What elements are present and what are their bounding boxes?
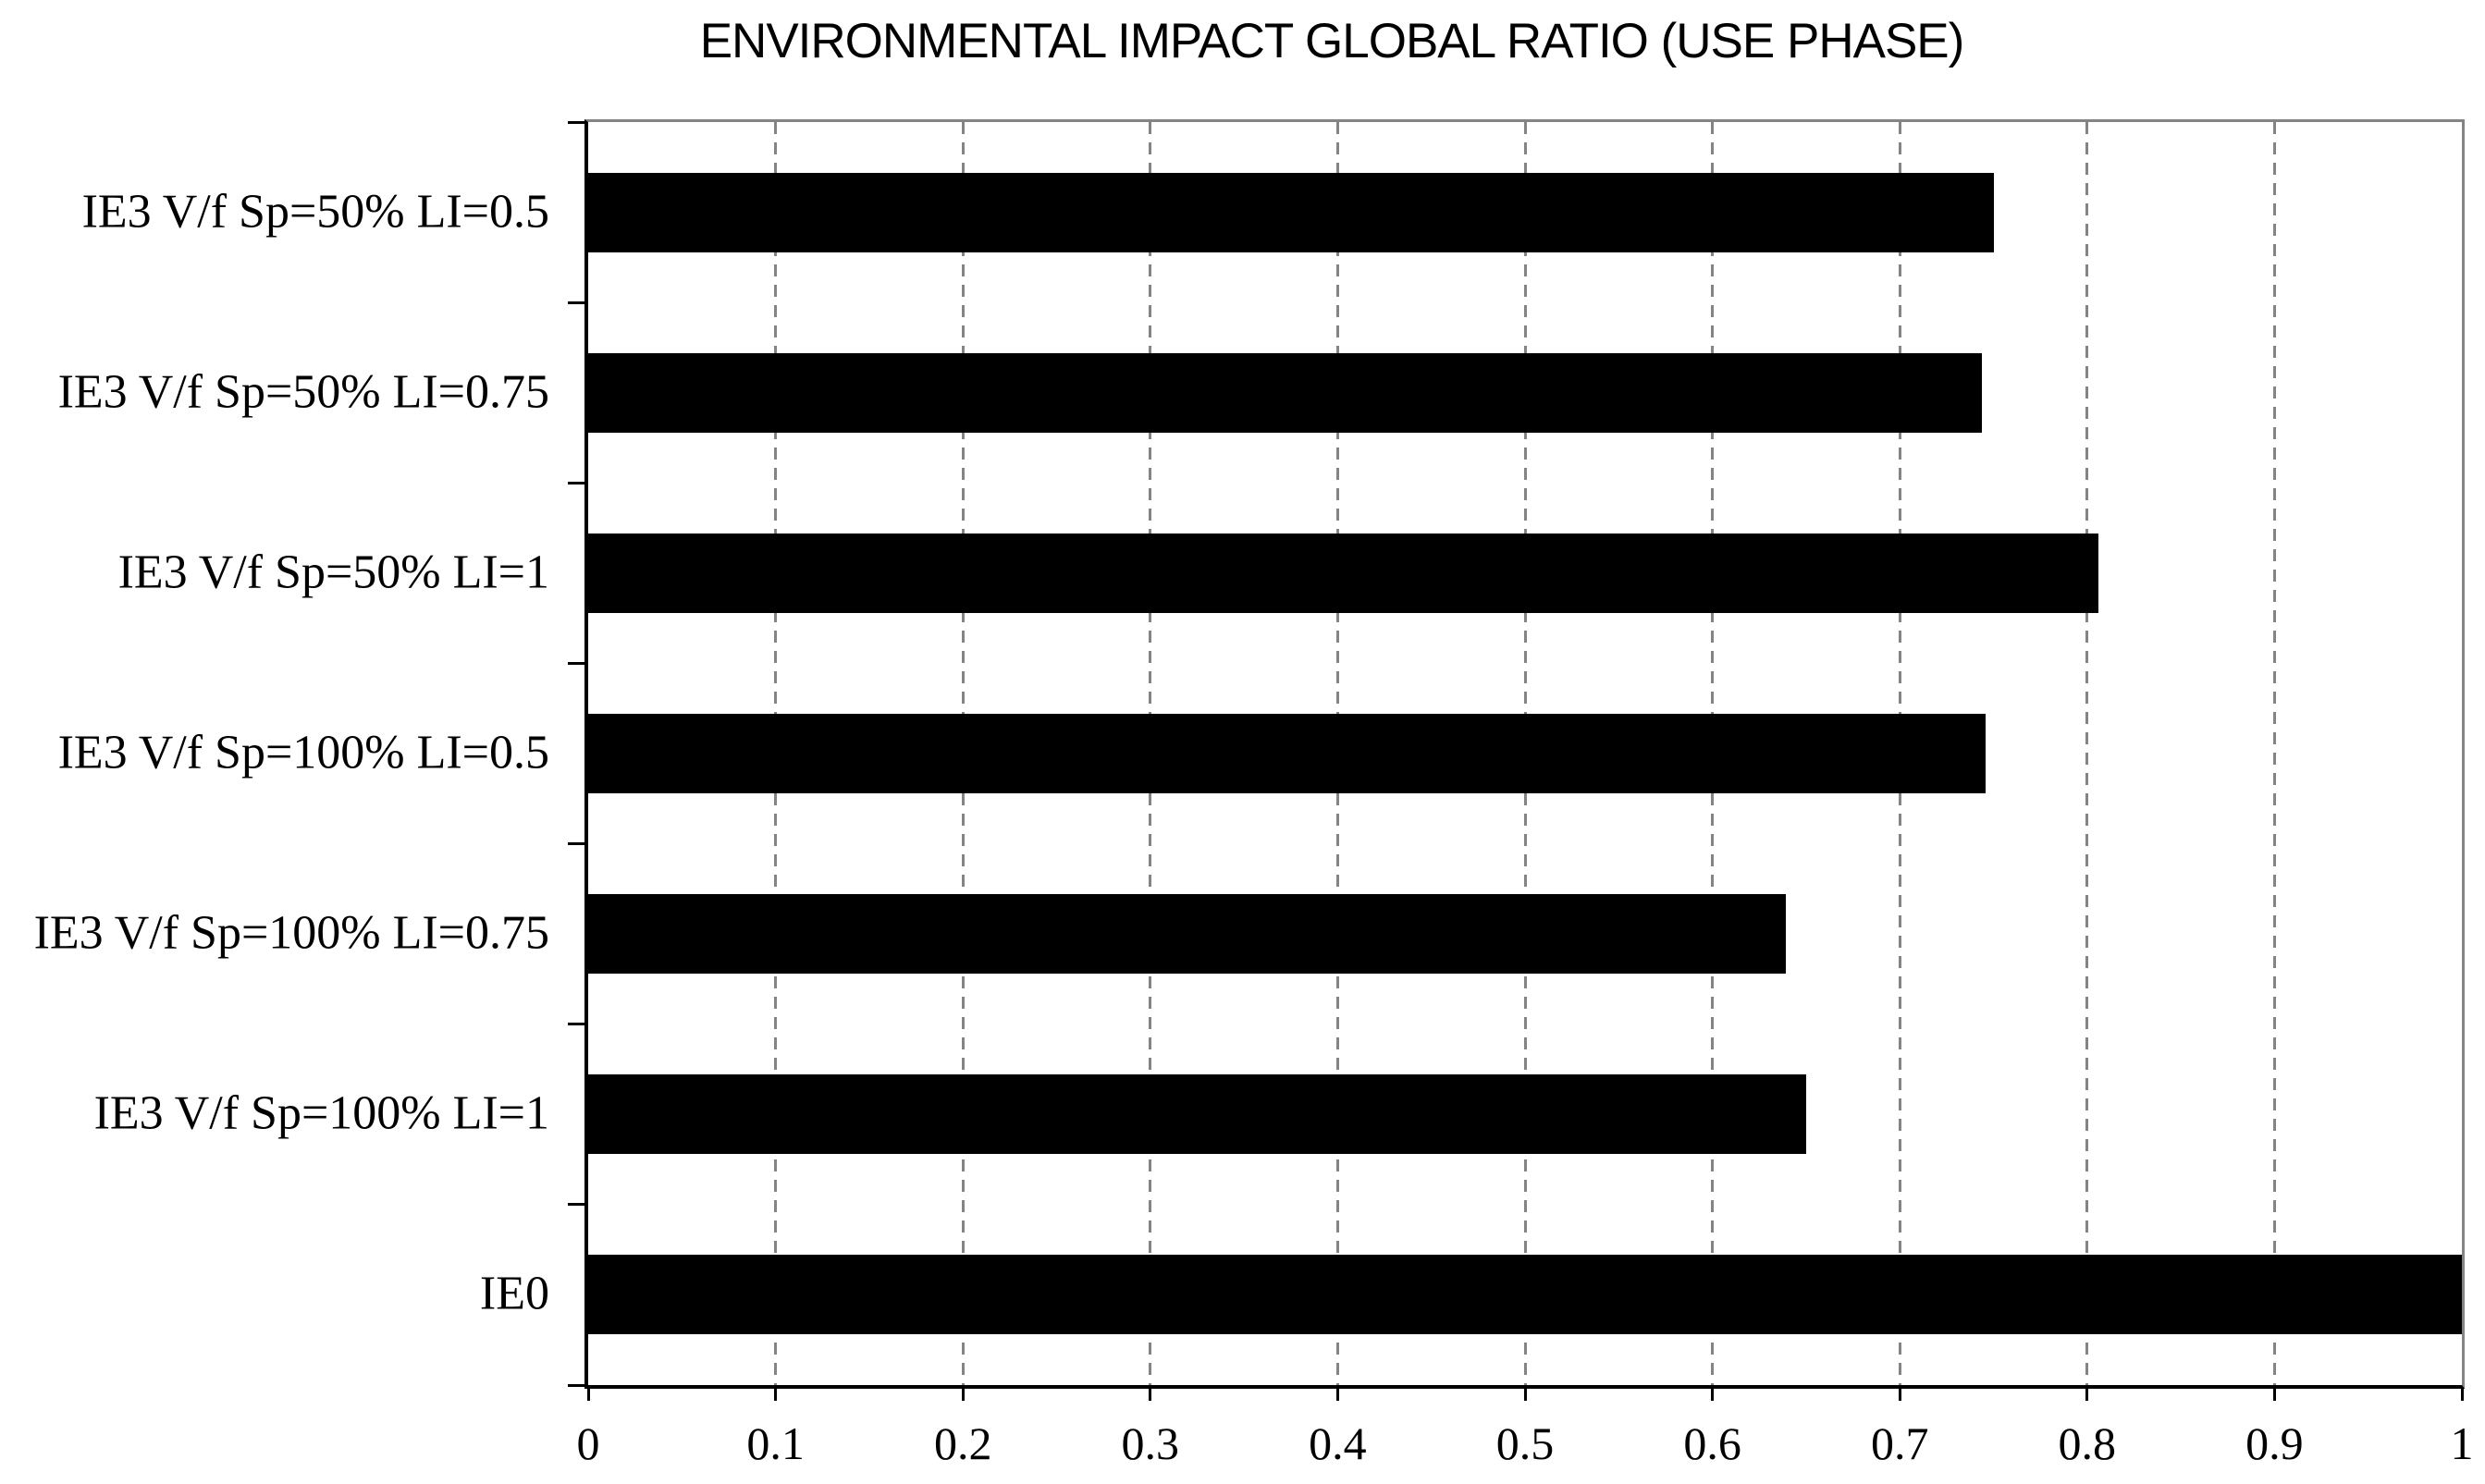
chart-title: ENVIRONMENTAL IMPACT GLOBAL RATIO (USE P… — [699, 14, 1965, 68]
bar — [588, 533, 2098, 613]
bar — [588, 1074, 1806, 1155]
x-tick-label: 0.5 — [1495, 1417, 1555, 1469]
x-axis-tick — [1149, 1389, 1152, 1401]
x-axis-tick — [586, 1389, 590, 1401]
x-tick-label: 0.1 — [746, 1417, 805, 1469]
y-axis-tick — [568, 661, 584, 665]
category-label: IE3 V/f Sp=100% LI=1 — [93, 1086, 549, 1140]
x-axis-tick — [1523, 1389, 1527, 1401]
plot-area: 0 0.1 0.2 0.3 0.4 0.5 0.6 0.7 0.8 0.9 1 — [568, 119, 2474, 1469]
bar — [588, 352, 1983, 433]
x-axis-tick — [2460, 1389, 2464, 1401]
y-axis-tick — [568, 1203, 584, 1207]
gridline — [2272, 122, 2276, 1385]
category-label: IE3 V/f Sp=100% LI=0.75 — [33, 906, 549, 960]
bar — [588, 1255, 2462, 1335]
x-axis-tick — [2272, 1389, 2276, 1401]
y-axis-tick — [568, 300, 584, 304]
x-tick-label: 1 — [2450, 1417, 2474, 1469]
bar — [588, 894, 1786, 975]
bar — [588, 172, 1994, 252]
x-tick-label: 0.9 — [2245, 1417, 2304, 1469]
x-tick-label: 0.4 — [1309, 1417, 1367, 1469]
x-axis-tick — [1898, 1389, 1901, 1401]
category-label: IE3 V/f Sp=50% LI=1 — [117, 546, 549, 599]
x-tick-label: 0.7 — [1870, 1417, 1929, 1469]
category-label: IE3 V/f Sp=100% LI=0.5 — [57, 726, 549, 779]
x-tick-label: 0.8 — [2058, 1417, 2117, 1469]
x-axis-tick — [774, 1389, 778, 1401]
y-axis-tick — [568, 481, 584, 484]
category-label: IE0 — [479, 1267, 549, 1320]
category-label: IE3 V/f Sp=50% LI=0.5 — [81, 184, 549, 238]
x-tick-label: 0 — [576, 1417, 600, 1469]
y-axis-tick — [568, 120, 584, 124]
y-axis-tick — [568, 1383, 584, 1387]
x-tick-label: 0.6 — [1683, 1417, 1741, 1469]
category-label: IE3 V/f Sp=50% LI=0.75 — [57, 365, 549, 419]
x-tick-label: 0.3 — [1121, 1417, 1180, 1469]
x-axis-tick — [961, 1389, 965, 1401]
x-axis-tick — [1711, 1389, 1715, 1401]
y-axis-tick — [568, 1023, 584, 1026]
y-axis-tick — [568, 842, 584, 846]
gridline — [2085, 122, 2089, 1385]
bar — [588, 714, 1987, 793]
x-axis-tick — [1335, 1389, 1339, 1401]
x-tick-label: 0.2 — [933, 1417, 992, 1469]
x-axis-tick — [2085, 1389, 2089, 1401]
